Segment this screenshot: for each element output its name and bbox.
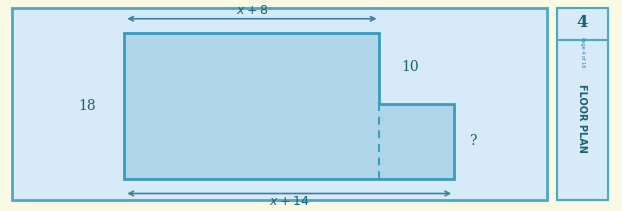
Text: ?: ? (470, 134, 477, 149)
Text: $x + 14$: $x + 14$ (269, 195, 309, 208)
Text: FLOOR PLAN: FLOOR PLAN (577, 84, 587, 153)
Text: 18: 18 (78, 99, 96, 113)
Text: Page 4 of 16: Page 4 of 16 (580, 37, 585, 67)
Polygon shape (124, 33, 454, 179)
Text: 10: 10 (401, 60, 419, 74)
FancyBboxPatch shape (12, 8, 547, 200)
Text: $x + 8$: $x + 8$ (236, 4, 268, 17)
Text: 4: 4 (577, 14, 588, 31)
FancyBboxPatch shape (557, 8, 608, 200)
